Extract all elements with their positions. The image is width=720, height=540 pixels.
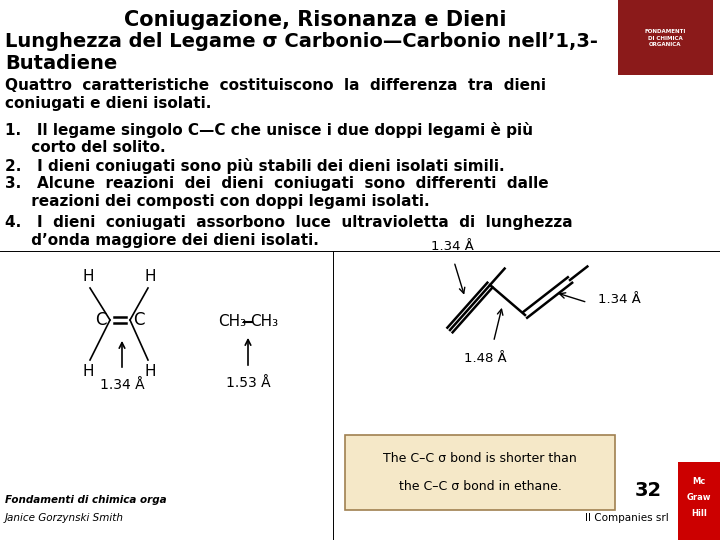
Text: C: C bbox=[96, 311, 107, 329]
Text: CH₃: CH₃ bbox=[218, 314, 246, 329]
Text: 32: 32 bbox=[634, 481, 662, 500]
Text: H: H bbox=[82, 364, 94, 379]
Text: 1.   Il legame singolo C—C che unisce i due doppi legami è più: 1. Il legame singolo C—C che unisce i du… bbox=[5, 122, 533, 138]
Text: H: H bbox=[144, 364, 156, 379]
Text: H: H bbox=[144, 269, 156, 284]
Text: Lunghezza del Legame σ Carbonio—Carbonio nell’1,3-: Lunghezza del Legame σ Carbonio—Carbonio… bbox=[5, 32, 598, 51]
Text: The C–C σ bond is shorter than: The C–C σ bond is shorter than bbox=[383, 453, 577, 465]
Text: H: H bbox=[82, 269, 94, 284]
Text: 1.53 Å: 1.53 Å bbox=[225, 376, 270, 390]
Text: Quattro  caratteristiche  costituiscono  la  differenza  tra  dieni: Quattro caratteristiche costituiscono la… bbox=[5, 78, 546, 93]
Text: reazioni dei composti con doppi legami isolati.: reazioni dei composti con doppi legami i… bbox=[5, 194, 430, 209]
Text: coniugati e dieni isolati.: coniugati e dieni isolati. bbox=[5, 96, 212, 111]
Text: Mc: Mc bbox=[693, 477, 706, 487]
Text: Coniugazione, Risonanza e Dieni: Coniugazione, Risonanza e Dieni bbox=[124, 10, 506, 30]
FancyBboxPatch shape bbox=[345, 435, 615, 510]
Text: Hill: Hill bbox=[691, 510, 707, 518]
Text: 1.34 Å: 1.34 Å bbox=[431, 240, 473, 253]
Text: the C–C σ bond in ethane.: the C–C σ bond in ethane. bbox=[399, 480, 562, 492]
Text: Graw: Graw bbox=[687, 494, 711, 503]
Text: FONDAMENTI
DI CHIMICA
ORGANICA: FONDAMENTI DI CHIMICA ORGANICA bbox=[644, 29, 685, 46]
Text: Janice Gorzynski Smith: Janice Gorzynski Smith bbox=[5, 513, 124, 523]
Text: 1.34 Å: 1.34 Å bbox=[99, 378, 144, 392]
Text: 4.   I  dieni  coniugati  assorbono  luce  ultravioletta  di  lunghezza: 4. I dieni coniugati assorbono luce ultr… bbox=[5, 215, 572, 230]
Text: 3.   Alcune  reazioni  dei  dieni  coniugati  sono  differenti  dalle: 3. Alcune reazioni dei dieni coniugati s… bbox=[5, 176, 549, 191]
Text: Butadiene: Butadiene bbox=[5, 54, 117, 73]
Text: ll Companies srl: ll Companies srl bbox=[585, 513, 669, 523]
Text: 1.48 Å: 1.48 Å bbox=[464, 352, 507, 365]
Text: 2.   I dieni coniugati sono più stabili dei dieni isolati simili.: 2. I dieni coniugati sono più stabili de… bbox=[5, 158, 505, 174]
Text: 1.34 Å: 1.34 Å bbox=[598, 293, 640, 306]
Text: Fondamenti di chimica orga: Fondamenti di chimica orga bbox=[5, 495, 166, 505]
Text: CH₃: CH₃ bbox=[250, 314, 278, 329]
Text: d’onda maggiore dei dieni isolati.: d’onda maggiore dei dieni isolati. bbox=[5, 233, 319, 248]
Bar bbox=[678, 462, 720, 540]
Bar bbox=[618, 0, 713, 75]
Text: C: C bbox=[133, 311, 145, 329]
Text: corto del solito.: corto del solito. bbox=[5, 140, 166, 155]
